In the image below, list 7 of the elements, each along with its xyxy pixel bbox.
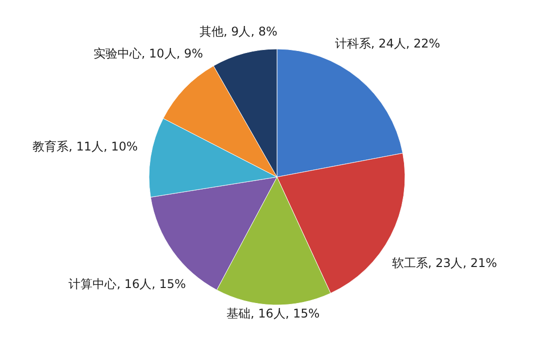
slice-label: 计科系, 24人, 22%	[334, 36, 440, 51]
slice-label: 实验中心, 10人, 9%	[93, 46, 203, 61]
slice-label: 计算中心, 16人, 15%	[68, 276, 186, 291]
slice-label: 软工系, 23人, 21%	[392, 256, 498, 270]
slice-label: 其他, 9人, 8%	[199, 24, 278, 39]
slice-label: 基础, 16人, 15%	[226, 306, 320, 321]
slice-label: 教育系, 11人, 10%	[32, 139, 138, 154]
